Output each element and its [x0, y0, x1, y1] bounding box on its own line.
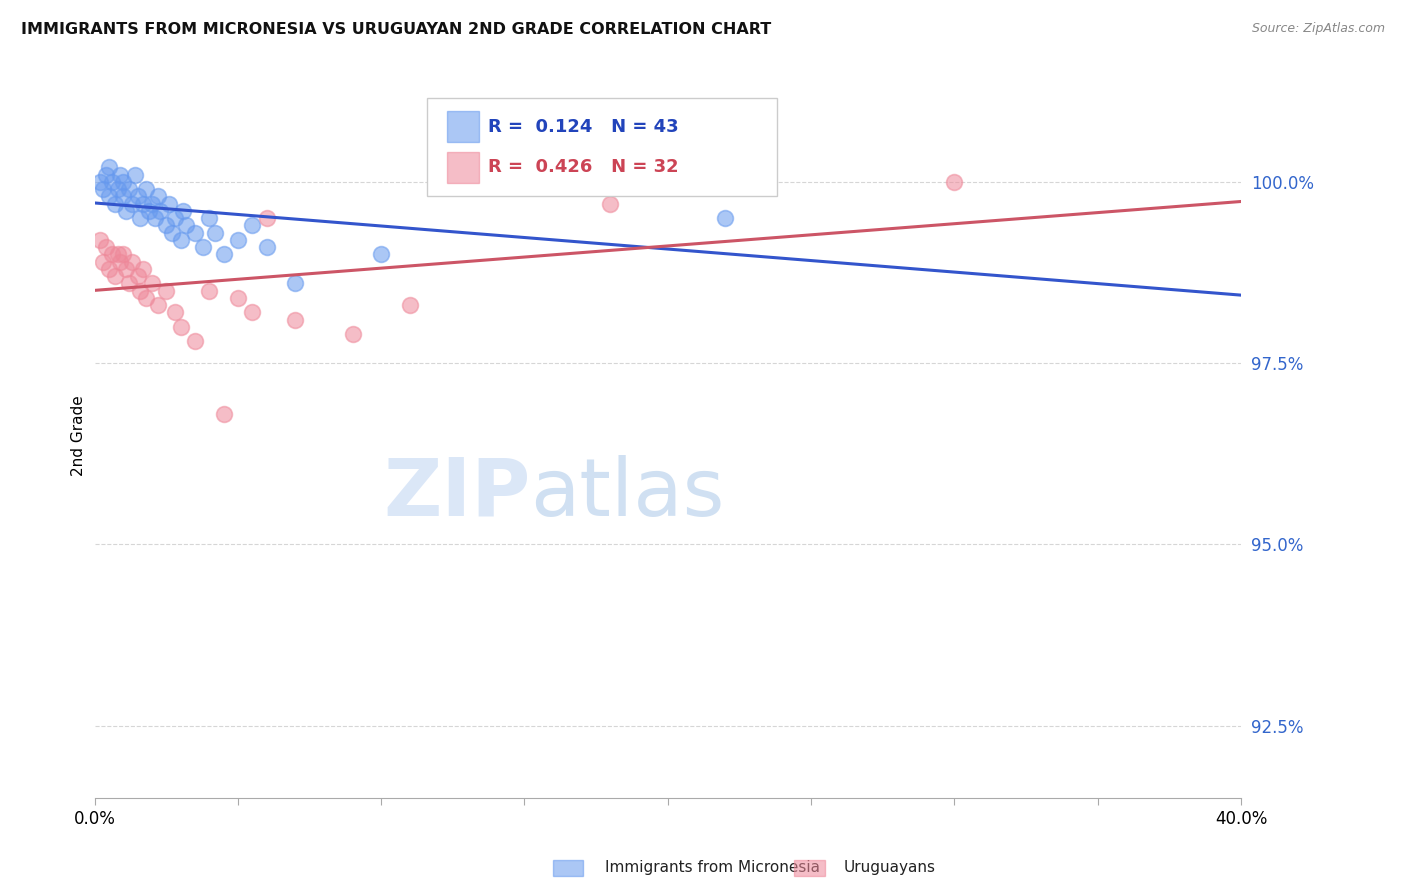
Point [160, 226, 183, 240]
Point [163, 305, 186, 319]
Point [124, 168, 146, 182]
Point [198, 284, 221, 298]
Point [398, 298, 420, 312]
Point [240, 305, 263, 319]
Point [146, 298, 169, 312]
Point [118, 277, 141, 291]
Text: R =  0.124   N = 43: R = 0.124 N = 43 [488, 118, 679, 136]
Point [943, 175, 966, 189]
Point [240, 219, 263, 233]
Point [284, 312, 307, 326]
Point [110, 254, 132, 268]
Point [184, 334, 207, 349]
Point [129, 211, 152, 225]
Point [135, 182, 157, 196]
Point [129, 284, 152, 298]
Point [163, 211, 186, 225]
Point [141, 277, 163, 291]
Point [135, 291, 157, 305]
Point [599, 196, 621, 211]
Y-axis label: 2nd Grade: 2nd Grade [72, 395, 86, 476]
Point [198, 211, 221, 225]
Point [184, 226, 207, 240]
Point [97, 189, 120, 203]
Text: ZIP: ZIP [382, 455, 530, 533]
Point [204, 226, 226, 240]
Point [112, 175, 135, 189]
Text: Uruguayans: Uruguayans [844, 860, 935, 874]
Point [127, 268, 149, 283]
Point [193, 240, 215, 254]
Point [256, 211, 278, 225]
Text: atlas: atlas [530, 455, 724, 533]
Bar [447, 112, 478, 142]
Point [104, 268, 127, 283]
Point [112, 247, 135, 261]
Point [714, 211, 737, 225]
Point [141, 196, 163, 211]
Point [112, 189, 135, 203]
Point [91, 254, 114, 268]
Point [138, 203, 160, 218]
Point [97, 261, 120, 276]
Point [155, 219, 177, 233]
Point [121, 254, 143, 268]
Point [513, 175, 536, 189]
Bar [447, 153, 478, 183]
Point [174, 219, 197, 233]
Point [94, 240, 117, 254]
Point [370, 247, 392, 261]
FancyBboxPatch shape [427, 98, 776, 196]
Point [169, 233, 191, 247]
Point [169, 319, 191, 334]
Text: IMMIGRANTS FROM MICRONESIA VS URUGUAYAN 2ND GRADE CORRELATION CHART: IMMIGRANTS FROM MICRONESIA VS URUGUAYAN … [21, 22, 772, 37]
Point [100, 247, 122, 261]
Point [132, 261, 155, 276]
Point [118, 182, 141, 196]
Point [115, 203, 138, 218]
Point [107, 247, 129, 261]
Point [94, 168, 117, 182]
Point [97, 161, 120, 175]
Point [155, 284, 177, 298]
Point [342, 326, 364, 341]
Text: Immigrants from Micronesia: Immigrants from Micronesia [605, 860, 820, 874]
Text: R =  0.426   N = 32: R = 0.426 N = 32 [488, 159, 679, 177]
Point [284, 277, 307, 291]
Point [107, 182, 129, 196]
Point [121, 196, 143, 211]
Point [100, 175, 122, 189]
Point [104, 196, 127, 211]
Point [110, 168, 132, 182]
Point [127, 189, 149, 203]
Text: Source: ZipAtlas.com: Source: ZipAtlas.com [1251, 22, 1385, 36]
Point [157, 196, 180, 211]
Point [91, 182, 114, 196]
Point [212, 407, 235, 421]
Point [115, 261, 138, 276]
Point [89, 175, 111, 189]
Point [212, 247, 235, 261]
Point [172, 203, 194, 218]
Point [146, 189, 169, 203]
Point [226, 233, 249, 247]
Point [226, 291, 249, 305]
Point [143, 211, 166, 225]
Point [132, 196, 155, 211]
Point [149, 203, 172, 218]
Point [89, 233, 111, 247]
Point [256, 240, 278, 254]
